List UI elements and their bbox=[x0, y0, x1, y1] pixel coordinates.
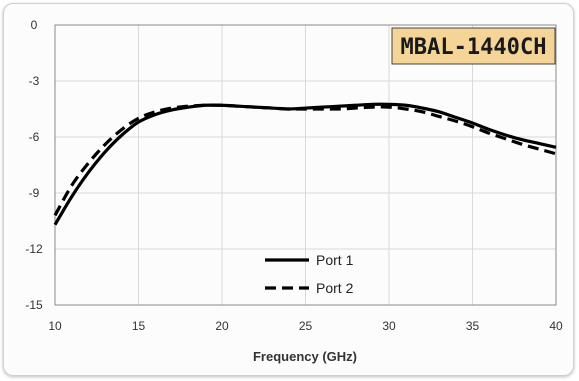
x-tick-label-2: 20 bbox=[215, 319, 229, 333]
x-axis-title: Frequency (GHz) bbox=[253, 349, 357, 364]
x-tick-label-5: 35 bbox=[466, 319, 480, 333]
x-tick-label-3: 25 bbox=[299, 319, 313, 333]
x-tick-label-4: 30 bbox=[382, 319, 396, 333]
y-tick-label-1: -3 bbox=[29, 74, 40, 88]
x-tick-label-6: 40 bbox=[549, 319, 563, 333]
y-tick-label-3: -9 bbox=[29, 186, 40, 200]
y-tick-label-4: -12 bbox=[25, 242, 43, 256]
x-tick-label-1: 15 bbox=[132, 319, 146, 333]
plot-area-border bbox=[54, 24, 557, 306]
y-tick-label-5: -15 bbox=[25, 298, 43, 312]
legend: Port 1 Port 2 bbox=[265, 252, 354, 296]
x-tick-label-0: 10 bbox=[48, 319, 62, 333]
series-line-port-2 bbox=[53, 103, 557, 217]
model-badge-label: MBAL-1440CH bbox=[401, 35, 547, 60]
model-badge-box bbox=[391, 27, 556, 65]
series-layer bbox=[53, 102, 557, 226]
y-tick-label-2: -6 bbox=[29, 130, 40, 144]
chart-card bbox=[3, 3, 574, 376]
y-tick-label-0: 0 bbox=[31, 18, 38, 32]
y-tick-labels: 0 -3 -6 -9 -12 -15 bbox=[25, 18, 43, 312]
grid-lines bbox=[54, 24, 557, 306]
model-badge: MBAL-1440CH bbox=[391, 27, 556, 65]
legend-label-port-1: Port 1 bbox=[316, 252, 354, 268]
legend-label-port-2: Port 2 bbox=[316, 280, 354, 296]
x-tick-labels: 10 15 20 25 30 35 40 bbox=[48, 319, 563, 333]
